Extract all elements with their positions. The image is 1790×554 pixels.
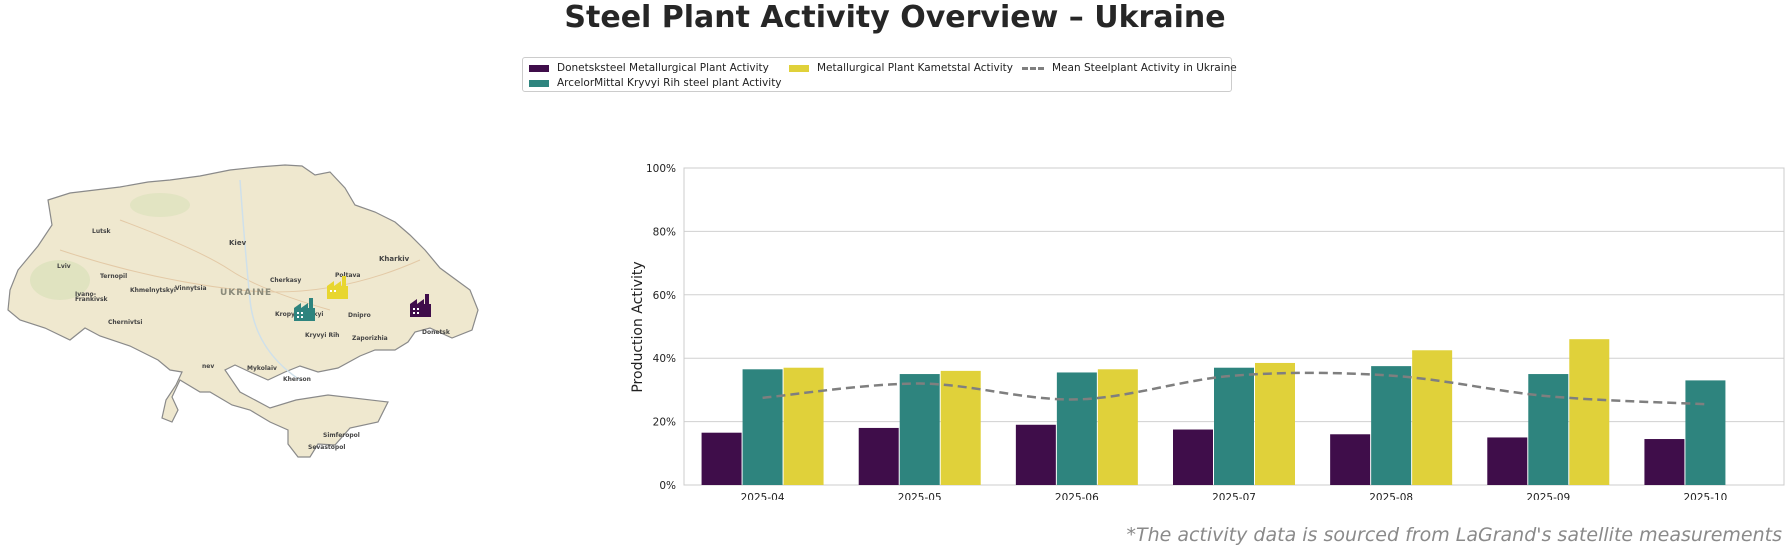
- legend-swatch: [789, 64, 809, 72]
- y-tick-label: 40%: [653, 353, 676, 365]
- x-tick-label: 2025-05: [898, 492, 942, 500]
- factory-icon: [410, 294, 431, 317]
- terrain-patch: [130, 193, 190, 217]
- city-label: Khmelnytskyi: [130, 287, 176, 294]
- page-title: Steel Plant Activity Overview – Ukraine: [564, 0, 1226, 35]
- y-tick-label: 0%: [659, 480, 676, 492]
- country-label: UKRAINE: [220, 288, 272, 298]
- y-tick-label: 100%: [646, 163, 676, 175]
- city-label: Ternopil: [100, 273, 127, 280]
- x-tick-label: 2025-04: [741, 492, 785, 500]
- terrain-patch: [30, 260, 90, 300]
- footnote: *The activity data is sourced from LaGra…: [1126, 524, 1782, 546]
- bar: [701, 432, 742, 485]
- activity-chart: Production Activity 0% 20% 40% 60% 80% 100% 20…: [630, 163, 1785, 500]
- legend-label: ArcelorMittal Kryvyi Rih steel plant Act…: [557, 77, 782, 89]
- x-tick-label: 2025-07: [1212, 492, 1256, 500]
- legend-item-donetsksteel: Donetsksteel Metallurgical Plant Activit…: [529, 62, 769, 74]
- bar: [1214, 367, 1254, 485]
- city-label: Lviv: [57, 263, 71, 270]
- factory-icon: [327, 276, 348, 299]
- city-label: Sevastopol: [308, 444, 345, 451]
- bar: [1371, 366, 1412, 485]
- bar: [1644, 439, 1685, 485]
- city-label: Simferopol: [323, 432, 360, 439]
- bar: [858, 427, 899, 485]
- city-label: Cherkasy: [270, 277, 301, 284]
- city-label: Donetsk: [422, 329, 451, 336]
- bar: [1015, 424, 1056, 485]
- city-label: Ivano-: [75, 291, 97, 298]
- city-label: Kharkiv: [379, 255, 410, 263]
- bar: [1528, 374, 1569, 485]
- bar: [1056, 372, 1097, 485]
- bar: [742, 369, 783, 485]
- legend-item-kametstal: Metallurgical Plant Kametstal Activity: [789, 62, 1013, 74]
- city-label: Kryvyi Rih: [305, 332, 339, 339]
- x-tick-label: 2025-08: [1369, 492, 1413, 500]
- bar: [1330, 434, 1371, 485]
- bar: [1255, 362, 1295, 485]
- road-line: [59, 249, 421, 293]
- legend-label: Mean Steelplant Activity in Ukraine: [1052, 62, 1237, 74]
- bar: [783, 367, 824, 485]
- road-line: [119, 219, 331, 311]
- legend-swatch: [529, 64, 549, 72]
- factory-icon: [294, 298, 315, 321]
- y-tick-label: 20%: [653, 417, 676, 429]
- legend-item-arcelormittal: ArcelorMittal Kryvyi Rih steel plant Act…: [529, 77, 782, 89]
- city-label: Poltava: [335, 272, 360, 279]
- city-label: Kherson: [283, 376, 311, 383]
- city-label: Frankivsk: [75, 296, 109, 303]
- x-tick-label: 2025-09: [1526, 492, 1570, 500]
- city-label: Kiev: [229, 239, 247, 247]
- ukraine-map: Lutsk Kiev Kharkiv Lviv Ternopil Khmelny…: [5, 164, 480, 485]
- mean-line: [762, 371, 1706, 406]
- city-label: Chernivtsi: [108, 319, 142, 326]
- legend-label: Metallurgical Plant Kametstal Activity: [817, 62, 1014, 74]
- x-tick-label: 2025-06: [1055, 492, 1099, 500]
- y-tick-label: 80%: [653, 226, 676, 238]
- legend-swatch: [529, 79, 549, 87]
- x-tick-label: 2025-10: [1683, 492, 1727, 500]
- bar: [940, 370, 981, 485]
- bar: [1412, 350, 1453, 485]
- bar: [1173, 429, 1213, 485]
- bar: [1097, 369, 1138, 485]
- chart-legend: Donetsksteel Metallurgical Plant Activit…: [522, 57, 1237, 92]
- bar: [1685, 380, 1726, 485]
- legend-dash-line: [1022, 66, 1044, 70]
- city-label: Lutsk: [92, 228, 112, 235]
- city-label: Zaporizhia: [352, 335, 388, 342]
- y-axis-label: Production Activity: [630, 261, 646, 392]
- legend-label: Donetsksteel Metallurgical Plant Activit…: [557, 62, 769, 74]
- legend-item-mean: Mean Steelplant Activity in Ukraine: [1022, 62, 1237, 74]
- city-label: Mykolaiv: [247, 365, 277, 372]
- ukraine-outline: [7, 164, 479, 458]
- bar: [1569, 339, 1610, 485]
- bar: [899, 374, 940, 485]
- bar: [1487, 437, 1528, 485]
- city-label: Dnipro: [348, 312, 371, 319]
- river-line: [239, 179, 301, 381]
- city-label: nev: [202, 363, 214, 370]
- y-tick-label: 60%: [653, 290, 676, 302]
- city-label: Vinnytsia: [175, 285, 207, 292]
